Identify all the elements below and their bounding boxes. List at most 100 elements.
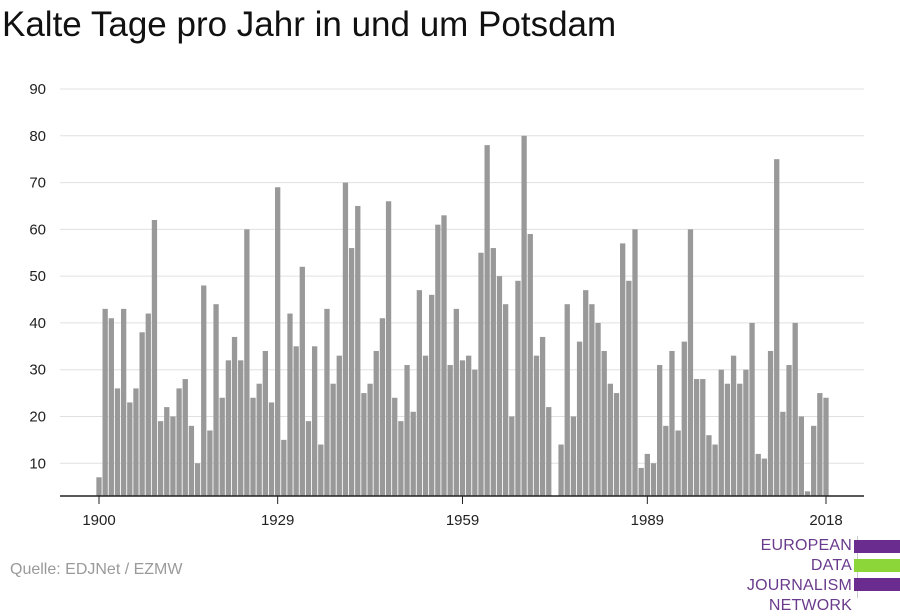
bar-1925 (250, 397, 256, 496)
x-tick-label-1900: 1900 (82, 512, 115, 529)
bar-1901 (102, 308, 108, 496)
bar-1909 (151, 219, 158, 496)
y-tick-label-70: 70 (29, 175, 46, 192)
bar-1987 (632, 229, 638, 496)
bar-1932 (293, 346, 299, 496)
bar-1910 (157, 421, 164, 496)
bar-2002 (724, 383, 731, 496)
bar-2010 (774, 159, 780, 496)
y-tick-label-10: 10 (29, 455, 46, 472)
bar-1998 (700, 379, 706, 496)
bar-1972 (539, 336, 546, 496)
bar-1913 (176, 388, 182, 496)
logo-line-2: DATA JOURNALISM (746, 557, 852, 594)
bar-1918 (207, 430, 213, 496)
edjnet-logo: EUROPEAN DATA JOURNALISM NETWORK (706, 536, 900, 614)
bar-1967 (509, 416, 515, 496)
bar-1957 (447, 365, 453, 496)
bar-1954 (429, 294, 435, 496)
bar-1985 (620, 243, 626, 496)
bar-1996 (687, 229, 694, 496)
bar-1955 (435, 224, 441, 496)
bar-2004 (737, 383, 743, 496)
bar-1970 (527, 234, 533, 496)
bar-1952 (416, 290, 423, 496)
bar-1907 (139, 332, 145, 496)
y-tick-label-50: 50 (29, 268, 46, 285)
bar-1923 (238, 360, 244, 496)
bar-1968 (515, 280, 521, 496)
bar-2007 (755, 453, 761, 496)
bar-2013 (792, 322, 798, 496)
bar-1964 (490, 248, 496, 496)
bar-2009 (767, 350, 774, 496)
bar-1902 (108, 318, 114, 496)
bar-1939 (336, 355, 342, 496)
x-axis: 1900 1929 1959 1989 2018 (60, 495, 864, 529)
bar-1904 (120, 308, 127, 496)
bar-1988 (638, 467, 644, 496)
bar-1916 (194, 463, 201, 496)
bar-1993 (669, 350, 675, 496)
bar-1979 (583, 290, 589, 496)
bar-1931 (287, 313, 293, 496)
y-tick-label-20: 20 (29, 408, 46, 425)
bar-1971 (533, 355, 540, 496)
bar-1984 (613, 393, 620, 496)
bar-2016 (811, 425, 817, 496)
bar-1920 (219, 397, 225, 496)
bar-1948 (392, 397, 398, 496)
bar-1963 (484, 145, 490, 496)
bar-1929 (275, 187, 281, 496)
bar-1906 (133, 388, 139, 496)
logo-line-1: EUROPEAN (760, 537, 852, 554)
bar-1999 (706, 435, 712, 496)
bar-1938 (330, 383, 336, 496)
bar-2003 (730, 355, 737, 496)
bar-chart: 10 20 30 40 50 60 70 80 90 1900 1929 1959 1989 2018 (29, 81, 864, 529)
bar-2008 (761, 458, 768, 496)
bar-1959 (459, 360, 466, 496)
bar-1983 (607, 383, 614, 496)
x-tick-label-1929: 1929 (261, 512, 294, 529)
bar-1976 (564, 304, 570, 496)
bar-1911 (164, 407, 170, 496)
bar-1934 (305, 421, 312, 496)
y-tick-label-90: 90 (29, 81, 46, 98)
bar-1946 (379, 318, 386, 496)
y-tick-label-60: 60 (29, 221, 46, 238)
bar-1951 (410, 411, 416, 496)
bar-2001 (718, 369, 724, 496)
logo-bar-purple-top (854, 540, 900, 553)
bar-1965 (496, 276, 503, 496)
bar-1969 (521, 135, 527, 496)
bar-1926 (256, 383, 262, 496)
bar-1991 (657, 365, 663, 496)
chart-title: Kalte Tage pro Jahr in und um Potsdam (2, 5, 617, 44)
bar-1936 (318, 444, 324, 496)
bar-2006 (749, 322, 755, 496)
bar-1900 (96, 477, 102, 496)
bar-1914 (182, 379, 188, 496)
y-tick-label-30: 30 (29, 362, 46, 379)
bar-1953 (422, 355, 429, 496)
bar-1980 (589, 304, 595, 496)
bar-1922 (231, 336, 238, 496)
bar-1912 (170, 416, 176, 496)
bar-1962 (478, 252, 484, 496)
bar-2014 (798, 416, 805, 496)
bar-1905 (127, 402, 133, 496)
bar-1927 (262, 350, 268, 496)
bar-1940 (342, 182, 349, 496)
bar-1958 (453, 308, 459, 496)
logo-text: EUROPEAN DATA JOURNALISM NETWORK (706, 536, 852, 616)
bar-1937 (324, 308, 330, 496)
x-tick-label-1989: 1989 (631, 512, 664, 529)
y-tick-label-80: 80 (29, 128, 46, 145)
bar-1935 (311, 346, 318, 496)
bar-1950 (404, 365, 410, 496)
bar-1961 (472, 369, 478, 496)
bar-1942 (355, 205, 361, 496)
logo-bar-purple-bottom (854, 578, 900, 591)
bar-1908 (145, 313, 151, 496)
